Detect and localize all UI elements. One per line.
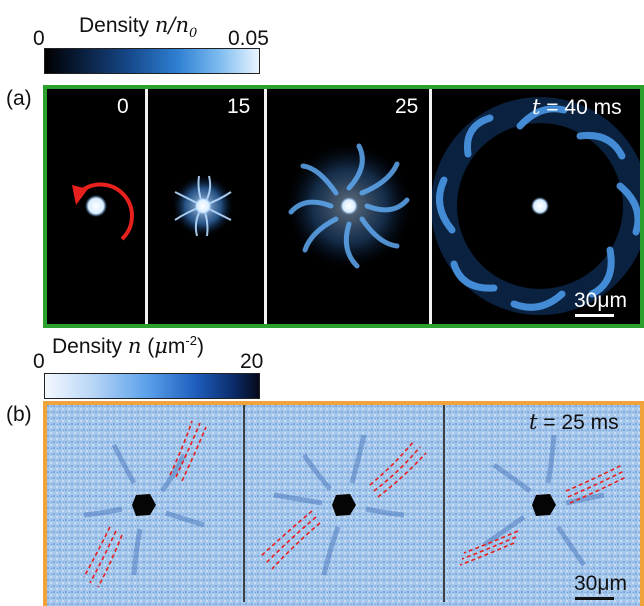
colorbar-a-title: Density n/n0	[79, 13, 198, 42]
scalebar-a	[575, 314, 614, 317]
subpanel-1	[83, 420, 207, 588]
frame-15	[173, 175, 233, 237]
core-mask	[132, 494, 156, 516]
subpanel-2	[259, 434, 427, 576]
panel-b-frame: t = 25 ms 30μm	[43, 401, 644, 606]
frame-25	[287, 143, 411, 269]
colorbar-a-max: 0.05	[228, 27, 269, 50]
scalebar-b-label: 30μm	[574, 572, 627, 595]
separator	[429, 89, 432, 324]
frame-time-15: 15	[227, 95, 251, 118]
colorbar-b-max: 20	[240, 350, 264, 373]
panel-a-images	[72, 97, 640, 315]
colorbar-b-title: Density n (μm-2)	[52, 333, 204, 358]
frame-time-0: 0	[117, 95, 129, 118]
frame-40	[431, 97, 640, 315]
arrow-head	[72, 185, 88, 205]
scalebar-a-label: 30μm	[574, 289, 627, 312]
colorbar-a	[44, 48, 260, 74]
frame-time-40: t = 40 ms	[532, 95, 622, 119]
subpanel-3	[459, 434, 627, 567]
panel-a-frame: 0 15 25 t = 40 ms 30μm	[43, 85, 644, 328]
scalebar-b	[575, 597, 614, 600]
rotation-arrow	[77, 182, 134, 241]
separator	[145, 89, 148, 324]
panel-a-label: (a)	[6, 87, 32, 110]
separator	[264, 89, 267, 324]
colorbar-b-min: 0	[33, 350, 45, 373]
colorbar-b	[44, 373, 260, 399]
colorbar-a-min: 0	[33, 27, 45, 50]
panel-b-images	[47, 405, 640, 606]
separator	[443, 405, 445, 602]
red-dashes	[83, 420, 207, 588]
frame-time-25: 25	[395, 95, 419, 118]
frame-0	[72, 182, 134, 241]
panel-b-time: t = 25 ms	[529, 410, 619, 434]
separator	[243, 405, 245, 602]
panel-b-label: (b)	[6, 403, 32, 426]
